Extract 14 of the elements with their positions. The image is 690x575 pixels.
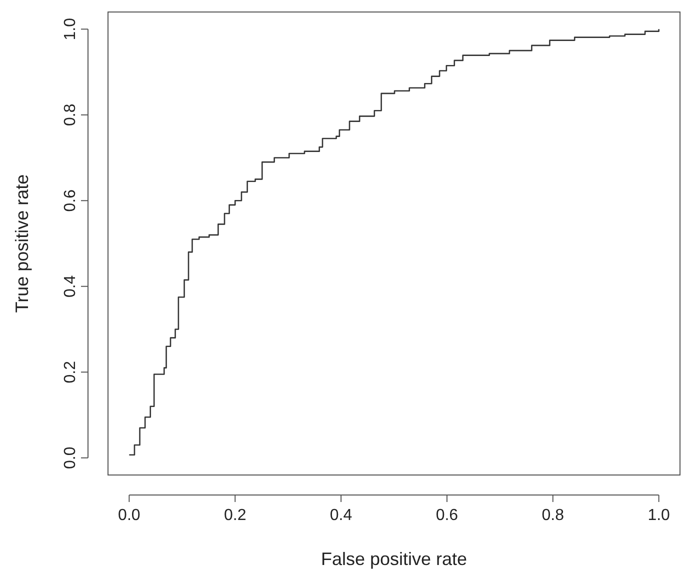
x-tick-label: 0.8 <box>542 507 564 524</box>
y-axis-title: True positive rate <box>12 174 32 313</box>
x-tick-label: 1.0 <box>648 507 670 524</box>
x-tick-label: 0.6 <box>436 507 458 524</box>
y-tick-label: 1.0 <box>62 18 79 40</box>
y-tick-label: 0.6 <box>62 189 79 212</box>
y-tick-label: 0.4 <box>62 275 79 298</box>
y-tick-label: 0.0 <box>62 446 79 469</box>
y-tick-label: 0.8 <box>62 104 79 126</box>
x-tick-label: 0.0 <box>118 507 140 524</box>
x-tick-label: 0.2 <box>224 507 246 524</box>
y-tick-label: 0.2 <box>62 360 79 384</box>
x-tick-label: 0.4 <box>330 507 352 524</box>
x-axis-title: False positive rate <box>320 549 468 569</box>
